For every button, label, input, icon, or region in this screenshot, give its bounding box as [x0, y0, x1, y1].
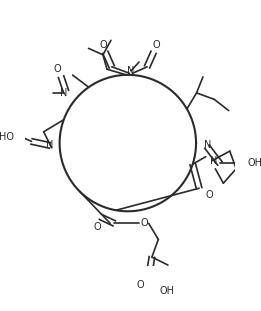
Text: HO: HO — [0, 132, 14, 142]
Text: OH: OH — [247, 159, 261, 169]
Text: O: O — [99, 40, 107, 50]
Text: OH: OH — [159, 286, 174, 296]
Text: O: O — [206, 190, 213, 200]
Text: N: N — [210, 156, 217, 166]
Text: O: O — [136, 280, 144, 290]
Text: O: O — [140, 218, 148, 228]
Text: N: N — [127, 66, 135, 76]
Text: O: O — [93, 222, 101, 232]
Text: O: O — [53, 64, 61, 74]
Text: O: O — [153, 40, 161, 50]
Text: N: N — [60, 88, 68, 98]
Text: N: N — [46, 141, 53, 151]
Text: N: N — [204, 140, 211, 150]
